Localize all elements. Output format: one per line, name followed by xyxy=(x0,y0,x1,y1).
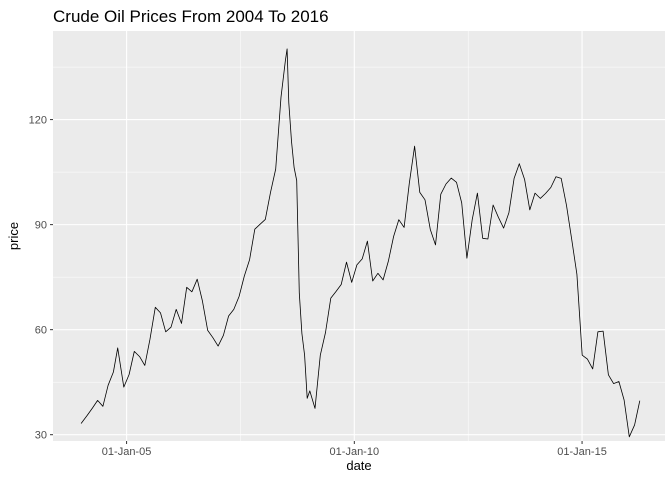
y-axis-title: price xyxy=(6,222,21,250)
price-series-line xyxy=(80,48,641,438)
y-axis-ticks: 30 60 90 120 xyxy=(29,115,53,442)
y-tick-label: 30 xyxy=(35,430,47,442)
major-gridlines xyxy=(53,31,665,441)
x-tick-label: 01-Jan-10 xyxy=(330,446,380,458)
chart-title: Crude Oil Prices From 2004 To 2016 xyxy=(53,7,329,26)
y-tick-label: 120 xyxy=(29,115,47,127)
x-tick-label: 01-Jan-15 xyxy=(557,446,607,458)
x-tick-label: 01-Jan-05 xyxy=(102,446,152,458)
y-tick-label: 90 xyxy=(35,220,47,232)
x-axis-title: date xyxy=(346,458,371,473)
plot-panel xyxy=(53,31,665,441)
x-axis-ticks: 01-Jan-05 01-Jan-10 01-Jan-15 xyxy=(102,441,607,458)
minor-gridlines xyxy=(53,31,665,441)
y-tick-label: 60 xyxy=(35,325,47,337)
